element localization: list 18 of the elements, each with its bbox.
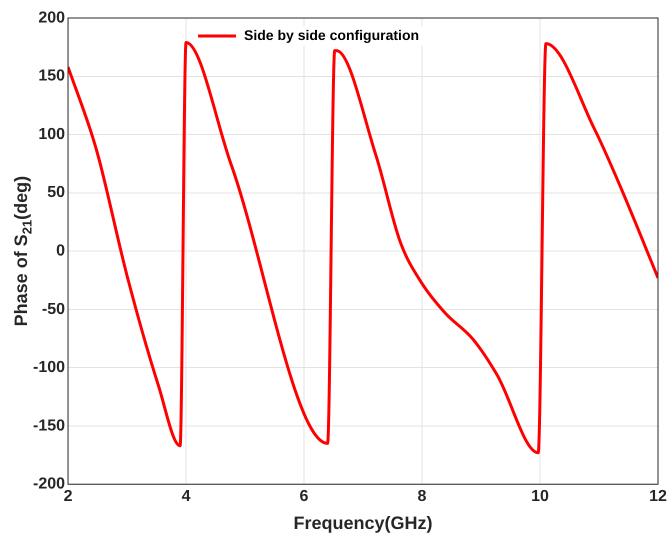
y-tick-label: -150 <box>32 417 66 434</box>
x-tick-label: 8 <box>418 488 427 506</box>
y-tick-label: 50 <box>47 184 66 202</box>
y-tick-label: 150 <box>38 68 66 85</box>
y-tick-label: 100 <box>38 126 66 143</box>
y-tick-label: -50 <box>42 300 66 318</box>
x-tick-label: 12 <box>649 488 667 506</box>
x-tick-label: 10 <box>531 488 550 506</box>
x-tick-label: 4 <box>182 488 191 506</box>
x-axis-title: Frequency(GHz) <box>293 513 433 534</box>
x-tick-label: 6 <box>300 488 309 506</box>
legend-label: Side by side configuration <box>244 26 420 43</box>
y-tick-label: -100 <box>32 359 66 376</box>
y-axis-title: Phase of S21(deg) <box>10 176 35 326</box>
y-tick-label: -200 <box>32 476 66 493</box>
x-tick-label: 2 <box>64 488 73 506</box>
y-tick-label: 200 <box>38 9 66 26</box>
y-tick-label: 0 <box>56 242 66 260</box>
